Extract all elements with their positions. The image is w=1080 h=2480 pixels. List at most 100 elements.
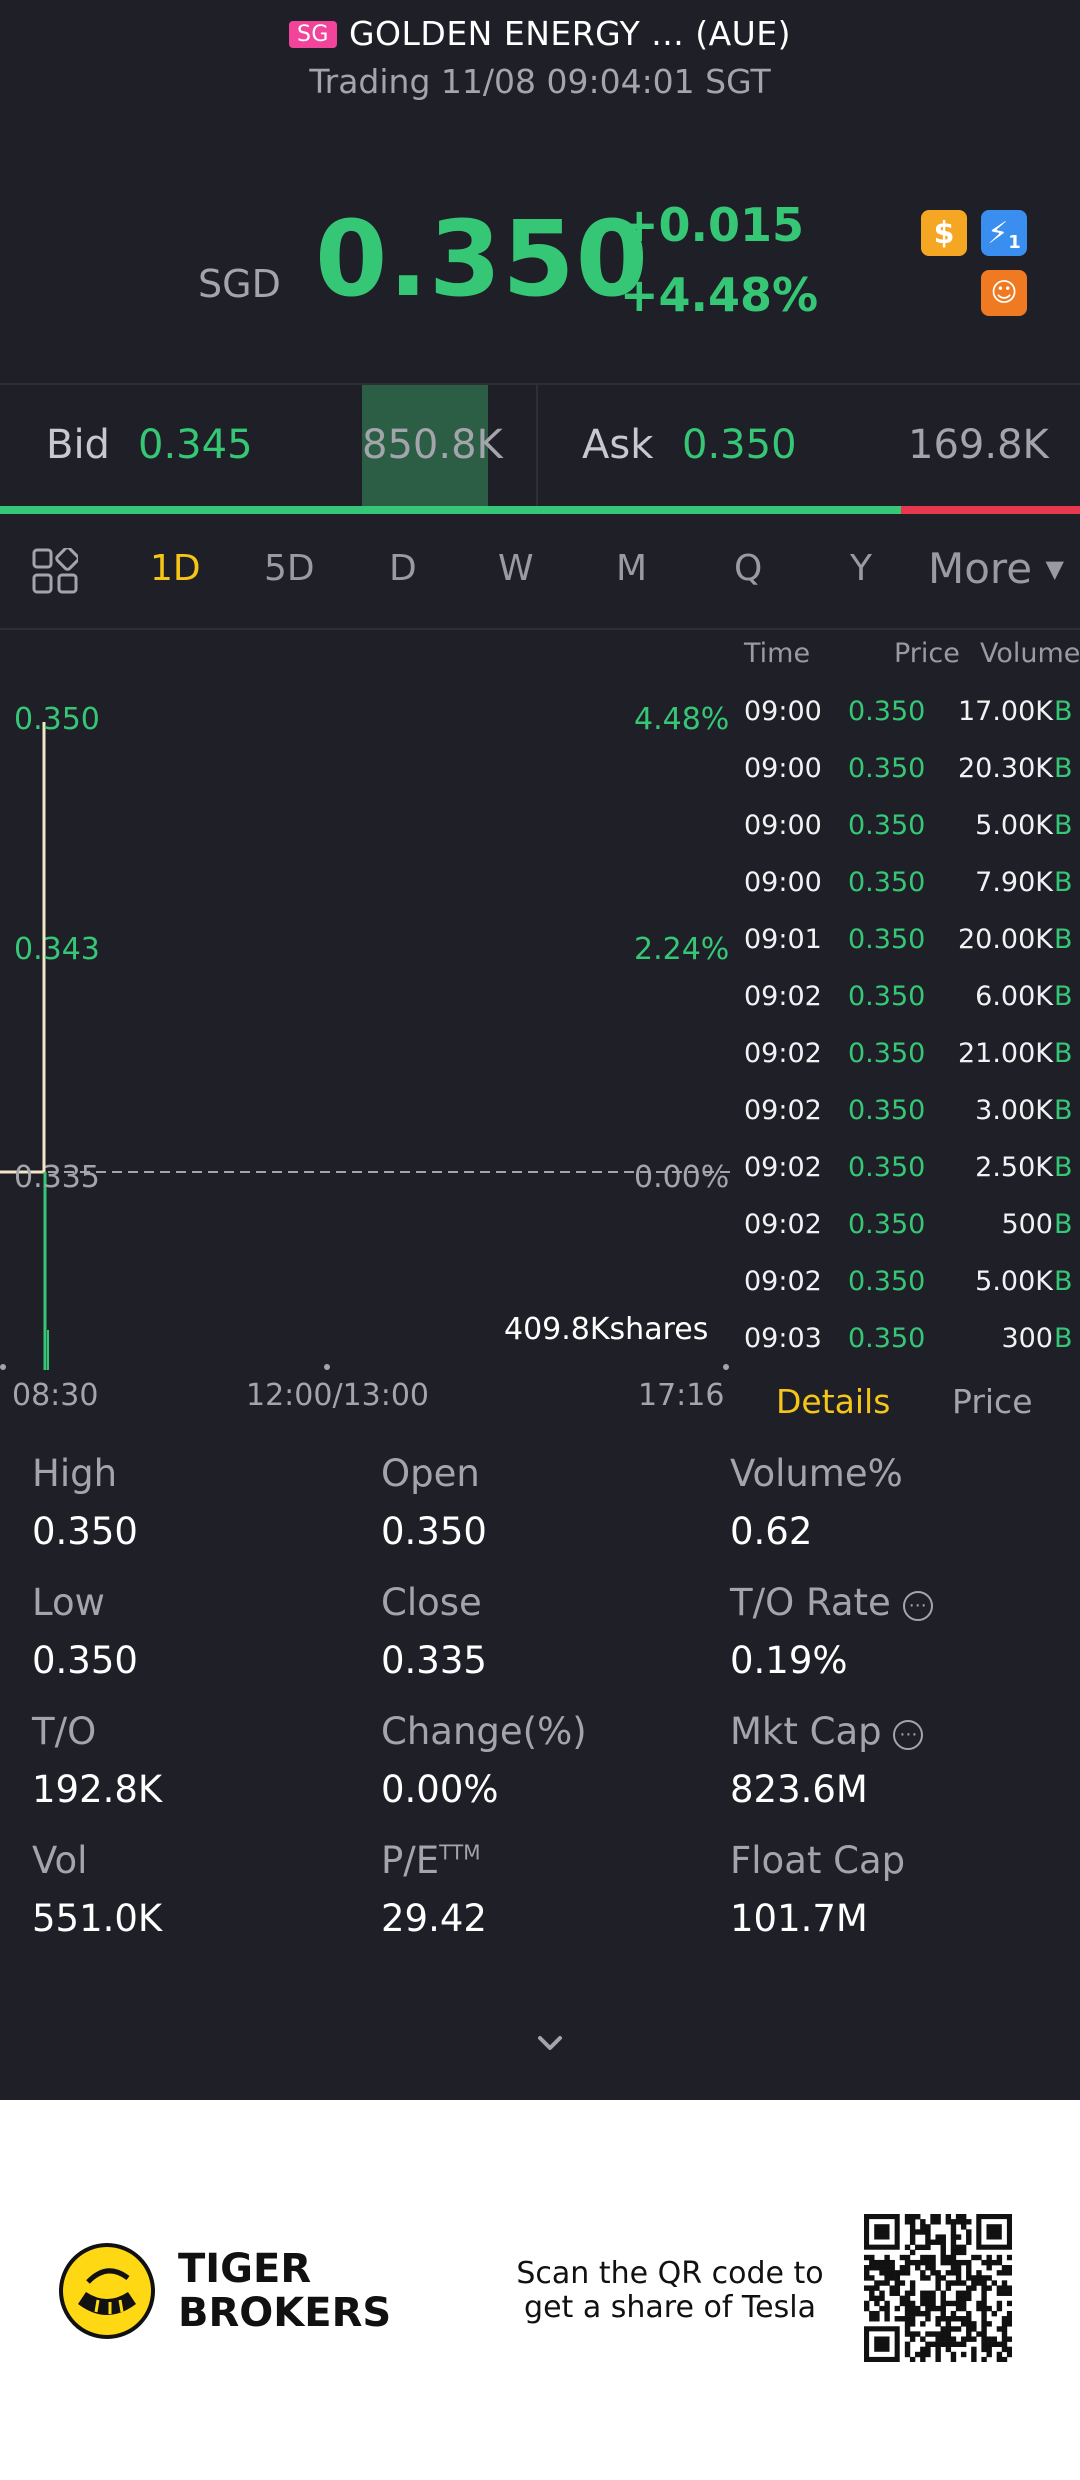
- volume-total: 409.8Kshares: [504, 1312, 709, 1347]
- trade-direction: B: [1054, 981, 1073, 1012]
- tab-price[interactable]: Price: [952, 1382, 1033, 1421]
- trade-price: 0.350: [848, 753, 926, 784]
- axis-dot: [723, 1364, 729, 1370]
- price-label-low: 0.335: [14, 1160, 100, 1195]
- bid-ask-divider: [536, 385, 538, 507]
- trade-volume: 6.00K: [975, 981, 1053, 1012]
- market-badge: SG: [288, 21, 337, 48]
- trade-price: 0.350: [848, 1152, 926, 1183]
- price-label-high: 0.350: [14, 702, 100, 737]
- detail-label: Low: [32, 1581, 105, 1624]
- tiger-logo-icon: [58, 2242, 156, 2340]
- brand-line-2: BROKERS: [178, 2290, 392, 2336]
- trade-price: 0.350: [848, 1266, 926, 1297]
- trade-time: 09:00: [744, 867, 822, 898]
- trade-direction: B: [1054, 1152, 1073, 1183]
- lightning-icon[interactable]: ⚡ 1: [981, 210, 1027, 256]
- orange-badge-icon[interactable]: ☺: [981, 270, 1027, 316]
- detail-label-text: Low: [32, 1581, 105, 1624]
- tab-details[interactable]: Details: [776, 1382, 891, 1421]
- trade-time: 09:00: [744, 696, 822, 727]
- tab-more[interactable]: More ▼: [928, 544, 1064, 593]
- trade-time: 09:02: [744, 1266, 822, 1297]
- tab-more-label: More: [928, 544, 1033, 593]
- trade-direction: B: [1054, 867, 1073, 898]
- trade-direction: B: [1054, 1323, 1073, 1354]
- trade-time: 09:00: [744, 810, 822, 841]
- trade-volume: 17.00K: [957, 696, 1053, 727]
- stock-name: GOLDEN ENERGY ... (AUE): [348, 14, 792, 53]
- grid-icon[interactable]: [32, 546, 80, 594]
- trade-price: 0.350: [848, 924, 926, 955]
- detail-value: 823.6M: [730, 1768, 868, 1811]
- detail-value: 0.62: [730, 1510, 813, 1553]
- bid-label: Bid: [46, 422, 110, 468]
- qr-code[interactable]: [864, 2214, 1012, 2362]
- ask-volume: 169.8K: [908, 422, 1049, 468]
- trade-time: 09:02: [744, 1038, 822, 1069]
- detail-value: 0.335: [381, 1639, 487, 1682]
- detail-label: High: [32, 1452, 117, 1495]
- trade-volume: 5.00K: [975, 810, 1053, 841]
- trades-header-volume: Volume: [980, 638, 1080, 669]
- detail-label-text: Volume%: [730, 1452, 903, 1495]
- promo-text-line-2: get a share of Tesla: [524, 2290, 816, 2325]
- trade-price: 0.350: [848, 1209, 926, 1240]
- trade-direction: B: [1054, 753, 1073, 784]
- trade-time: 09:02: [744, 981, 822, 1012]
- info-icon[interactable]: ⋯: [902, 1591, 933, 1621]
- detail-label: Change(%): [381, 1710, 587, 1753]
- tab-w[interactable]: W: [498, 548, 534, 589]
- tab-q[interactable]: Q: [734, 548, 763, 589]
- tab-y[interactable]: Y: [850, 548, 872, 589]
- detail-label-text: Mkt Cap: [730, 1710, 882, 1753]
- dollar-icon[interactable]: $: [921, 210, 967, 256]
- tab-1d[interactable]: 1D: [150, 548, 201, 589]
- trade-volume: 21.00K: [957, 1038, 1053, 1069]
- price-label-mid: 0.343: [14, 932, 100, 967]
- trade-volume: 2.50K: [975, 1152, 1053, 1183]
- trade-direction: B: [1054, 810, 1073, 841]
- detail-label: Open: [381, 1452, 480, 1495]
- time-axis-mid: 12:00/13:00: [246, 1378, 430, 1413]
- divider: [0, 383, 1080, 385]
- app-screen: [0, 0, 1080, 2100]
- trade-direction: B: [1054, 1038, 1073, 1069]
- trade-volume: 500: [1001, 1209, 1053, 1240]
- trade-volume: 300: [1001, 1323, 1053, 1354]
- trades-header-time: Time: [744, 638, 811, 669]
- trade-direction: B: [1054, 924, 1073, 955]
- detail-value: 0.19%: [730, 1639, 848, 1682]
- detail-label: T/O Rate ⋯: [730, 1581, 933, 1624]
- chevron-down-icon[interactable]: [530, 2030, 570, 2060]
- info-icon[interactable]: ⋯: [893, 1720, 924, 1750]
- tab-d[interactable]: D: [389, 548, 417, 589]
- detail-value: 0.350: [32, 1639, 138, 1682]
- ask-price: 0.350: [682, 422, 797, 468]
- trade-direction: B: [1054, 696, 1073, 727]
- detail-label-text: T/O: [32, 1710, 97, 1753]
- last-price: 0.350: [315, 198, 649, 320]
- trade-price: 0.350: [848, 810, 926, 841]
- tab-5d[interactable]: 5D: [264, 548, 315, 589]
- detail-label-text: Vol: [32, 1839, 88, 1882]
- detail-label: P/ETTM: [381, 1839, 481, 1882]
- pct-label-low: 0.00%: [634, 1160, 730, 1195]
- promo-text-line-1: Scan the QR code to: [516, 2256, 824, 2291]
- price-change-percent: +4.48%: [620, 268, 819, 322]
- detail-label: Close: [381, 1581, 482, 1624]
- trade-direction: B: [1054, 1209, 1073, 1240]
- trade-time: 09:02: [744, 1209, 822, 1240]
- detail-label-text: Close: [381, 1581, 482, 1624]
- tab-m[interactable]: M: [616, 548, 648, 589]
- currency-label: SGD: [198, 262, 281, 306]
- detail-label-text: Float Cap: [730, 1839, 906, 1882]
- trade-direction: B: [1054, 1266, 1073, 1297]
- trade-price: 0.350: [848, 1323, 926, 1354]
- trades-header-price: Price: [894, 638, 960, 669]
- detail-label: Float Cap: [730, 1839, 905, 1882]
- trade-volume: 20.30K: [957, 753, 1053, 784]
- detail-label-text: Open: [381, 1452, 480, 1495]
- brand-line-1: TIGER: [178, 2246, 312, 2292]
- trade-volume: 5.00K: [975, 1266, 1053, 1297]
